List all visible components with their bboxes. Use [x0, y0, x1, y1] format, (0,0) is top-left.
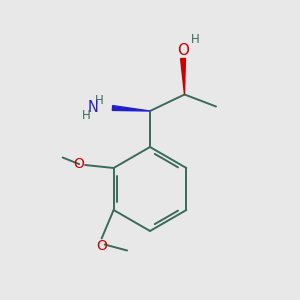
Text: N: N [88, 100, 98, 116]
Text: O: O [73, 157, 84, 170]
Text: H: H [82, 109, 91, 122]
Text: O: O [96, 239, 107, 253]
Polygon shape [112, 106, 150, 111]
Polygon shape [181, 58, 185, 94]
Text: O: O [177, 43, 189, 58]
Text: H: H [191, 33, 200, 46]
Text: H: H [94, 94, 103, 107]
